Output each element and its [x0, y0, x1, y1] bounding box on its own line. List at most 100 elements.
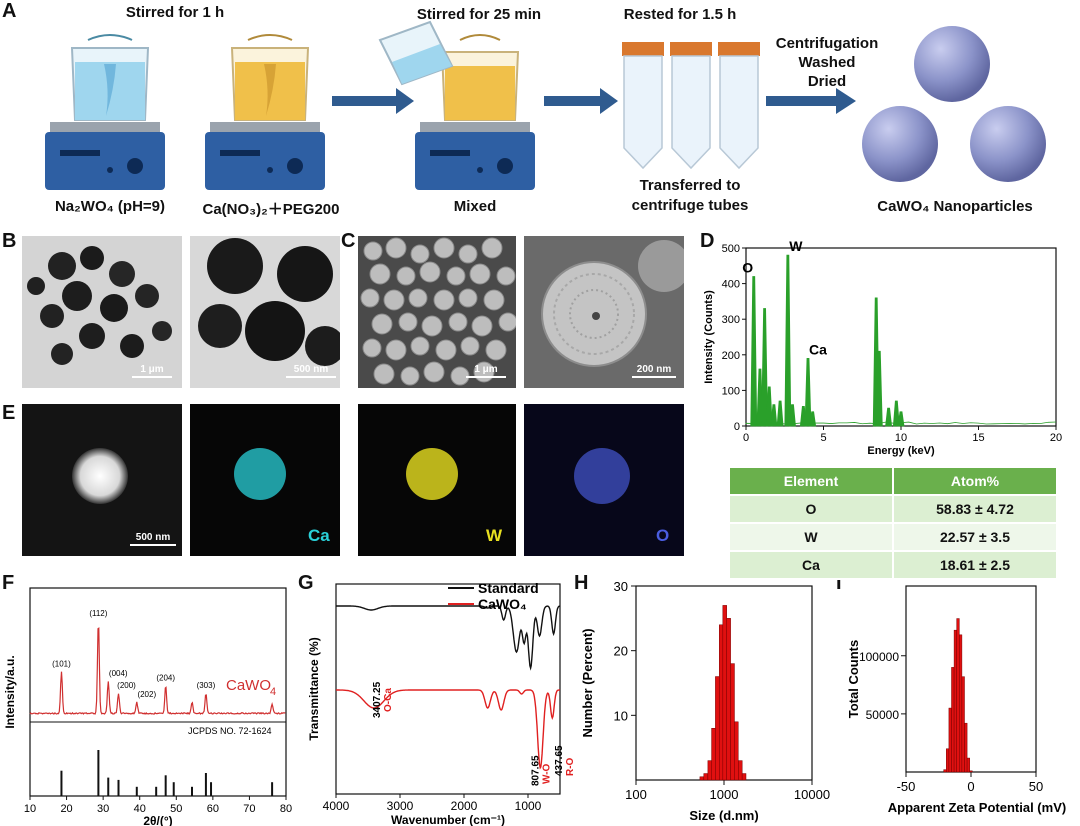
dls-x-axis-label: Size (d.nm): [689, 808, 758, 823]
xrd-x-axis-label: 2θ/(°): [143, 814, 172, 826]
caption-tubes-line1: Transferred to: [600, 176, 780, 196]
w-map-image: W: [358, 404, 516, 556]
xrd-x-tick-label: 80: [280, 803, 292, 815]
eds-peak: [886, 408, 892, 426]
xrd-peak-label: (004): [109, 669, 128, 678]
sem-image-low-mag: 1 μm: [358, 236, 516, 388]
sem-scale-text-2: 200 nm: [637, 364, 671, 375]
ca-map-image: Ca: [190, 404, 340, 556]
tem-image-low-mag: 1 μm: [22, 236, 182, 388]
map-scale-bar: 500 nm: [130, 532, 176, 546]
ftir-peak-assignment: W-O: [541, 763, 552, 784]
sem-scale-bar-2: 200 nm: [632, 364, 676, 378]
sem-scale-text-1: 1 μm: [474, 364, 497, 375]
zeta-x-tick-label: -50: [897, 779, 916, 794]
stirrer-2: [205, 122, 325, 190]
xrd-peak-label: (200): [117, 681, 136, 690]
eds-cell-element: W: [729, 523, 893, 551]
ftir-x-tick-label: 4000: [323, 799, 350, 813]
dls-bar: [727, 618, 731, 780]
dls-bar: [708, 761, 712, 780]
ftir-legend-label-standard: Standard: [478, 580, 539, 596]
rotation-arrow-2: [248, 35, 292, 40]
caption-tubes-line2: centrifuge tubes: [600, 196, 780, 216]
xrd-peak-label: (303): [197, 681, 216, 690]
beaker-na2wo4: [72, 48, 148, 120]
eds-y-tick-label: 0: [734, 421, 740, 433]
dls-bar: [734, 722, 738, 780]
nanoparticle-sphere-2: [862, 106, 938, 182]
pouring-beaker: [380, 22, 452, 84]
process-arrow-3: [766, 88, 856, 114]
stirrer-1: [45, 122, 165, 190]
tem-scale-text-1: 1 μm: [140, 364, 163, 375]
eds-y-tick-label: 200: [722, 350, 740, 362]
zeta-x-tick-label: 50: [1029, 779, 1043, 794]
caption-mixed: Mixed: [420, 198, 530, 215]
tem-image-high-mag: 500 nm: [190, 236, 340, 388]
panel-label-c: C: [341, 230, 355, 253]
dls-y-tick-label: 30: [614, 579, 628, 594]
sem-image-high-mag: 200 nm: [524, 236, 684, 388]
zeta-bar: [965, 723, 968, 772]
dls-x-tick-label: 1000: [710, 787, 739, 802]
sem-scale-bar-1: 1 μm: [466, 364, 506, 378]
dls-bar: [723, 605, 727, 780]
ftir-spectrum-chart: 4000 3000 2000 1000 Wavenumber (cm⁻¹) Transmi…: [298, 572, 574, 826]
xrd-x-tick-label: 20: [60, 803, 72, 815]
xrd-x-tick-label: 70: [243, 803, 255, 815]
dls-size-chart: 100 1000 10000 10 20 30 Size (d.nm) Number (Per…: [574, 572, 836, 826]
rotation-arrow-1: [88, 35, 132, 40]
eds-peak-annotation: W: [789, 238, 803, 254]
zeta-bar: [962, 677, 965, 772]
eds-cell-atom: 22.57 ± 3.5: [893, 523, 1057, 551]
xrd-pattern-chart: 10 20 30 40 50 60 70 80 2θ/(°) Intensity/a.u. (101…: [0, 572, 298, 826]
tem-scale-text-2: 500 nm: [294, 364, 328, 375]
panel-label-b: B: [2, 230, 16, 253]
ftir-x-tick-label: 1000: [515, 799, 542, 813]
caption-na2wo4: Na₂WO₄ (pH=9): [30, 198, 190, 215]
zeta-bar: [946, 749, 949, 772]
eds-x-tick-label: 5: [820, 432, 826, 444]
eds-peak: [898, 412, 904, 426]
eds-x-tick-label: 15: [972, 432, 984, 444]
beaker-mixed: [442, 52, 518, 120]
eds-y-axis-label: Intensity (Counts): [703, 290, 715, 384]
centrifuge-tube-3: [718, 42, 760, 168]
zeta-bar: [970, 771, 973, 772]
dls-bar: [738, 761, 742, 780]
dls-y-tick-label: 20: [614, 644, 628, 659]
xrd-series-label: CaWO: [226, 677, 271, 694]
xrd-peak-label: (101): [52, 660, 71, 669]
panel-label-e: E: [2, 402, 15, 425]
zeta-plot-frame: [906, 586, 1036, 772]
eds-peak-annotation: Ca: [809, 341, 827, 357]
beaker-ca-nitrate: [232, 48, 308, 120]
table-row: W 22.57 ± 3.5: [729, 523, 1057, 551]
eds-atom-table: Element Atom% O 58.83 ± 4.72 W 22.57 ± 3…: [728, 466, 1058, 580]
eds-peak-annotation: O: [742, 259, 753, 275]
xrd-peak-label: (204): [156, 673, 175, 682]
o-map-label: O: [656, 526, 669, 546]
caption-ca-nitrate: Ca(NO₃)₂＋PEG200: [186, 198, 356, 219]
xrd-peak-label: (202): [137, 690, 156, 699]
zeta-bar: [967, 758, 970, 772]
eds-cell-element: O: [729, 495, 893, 523]
zeta-y-tick-label: 100000: [859, 650, 899, 664]
dls-x-tick-label: 10000: [794, 787, 830, 802]
rotation-arrow-3: [460, 35, 500, 40]
xrd-y-axis-label: Intensity/a.u.: [3, 655, 17, 728]
zeta-x-axis-label: Apparent Zeta Potential (mV): [888, 800, 1066, 815]
tem-scale-bar-1: 1 μm: [132, 364, 172, 378]
xrd-x-tick-label: 10: [24, 803, 36, 815]
zeta-bar: [952, 667, 955, 772]
eds-plot-frame: [746, 248, 1056, 426]
xrd-pattern-line: [30, 628, 285, 714]
o-map-image: O: [524, 404, 684, 556]
process-arrow-1: [332, 88, 414, 114]
xrd-x-tick-label: 30: [97, 803, 109, 815]
dls-bar: [731, 664, 735, 780]
ca-map-label: Ca: [308, 526, 330, 546]
xrd-x-tick-label: 60: [207, 803, 219, 815]
dls-bar: [712, 728, 716, 780]
